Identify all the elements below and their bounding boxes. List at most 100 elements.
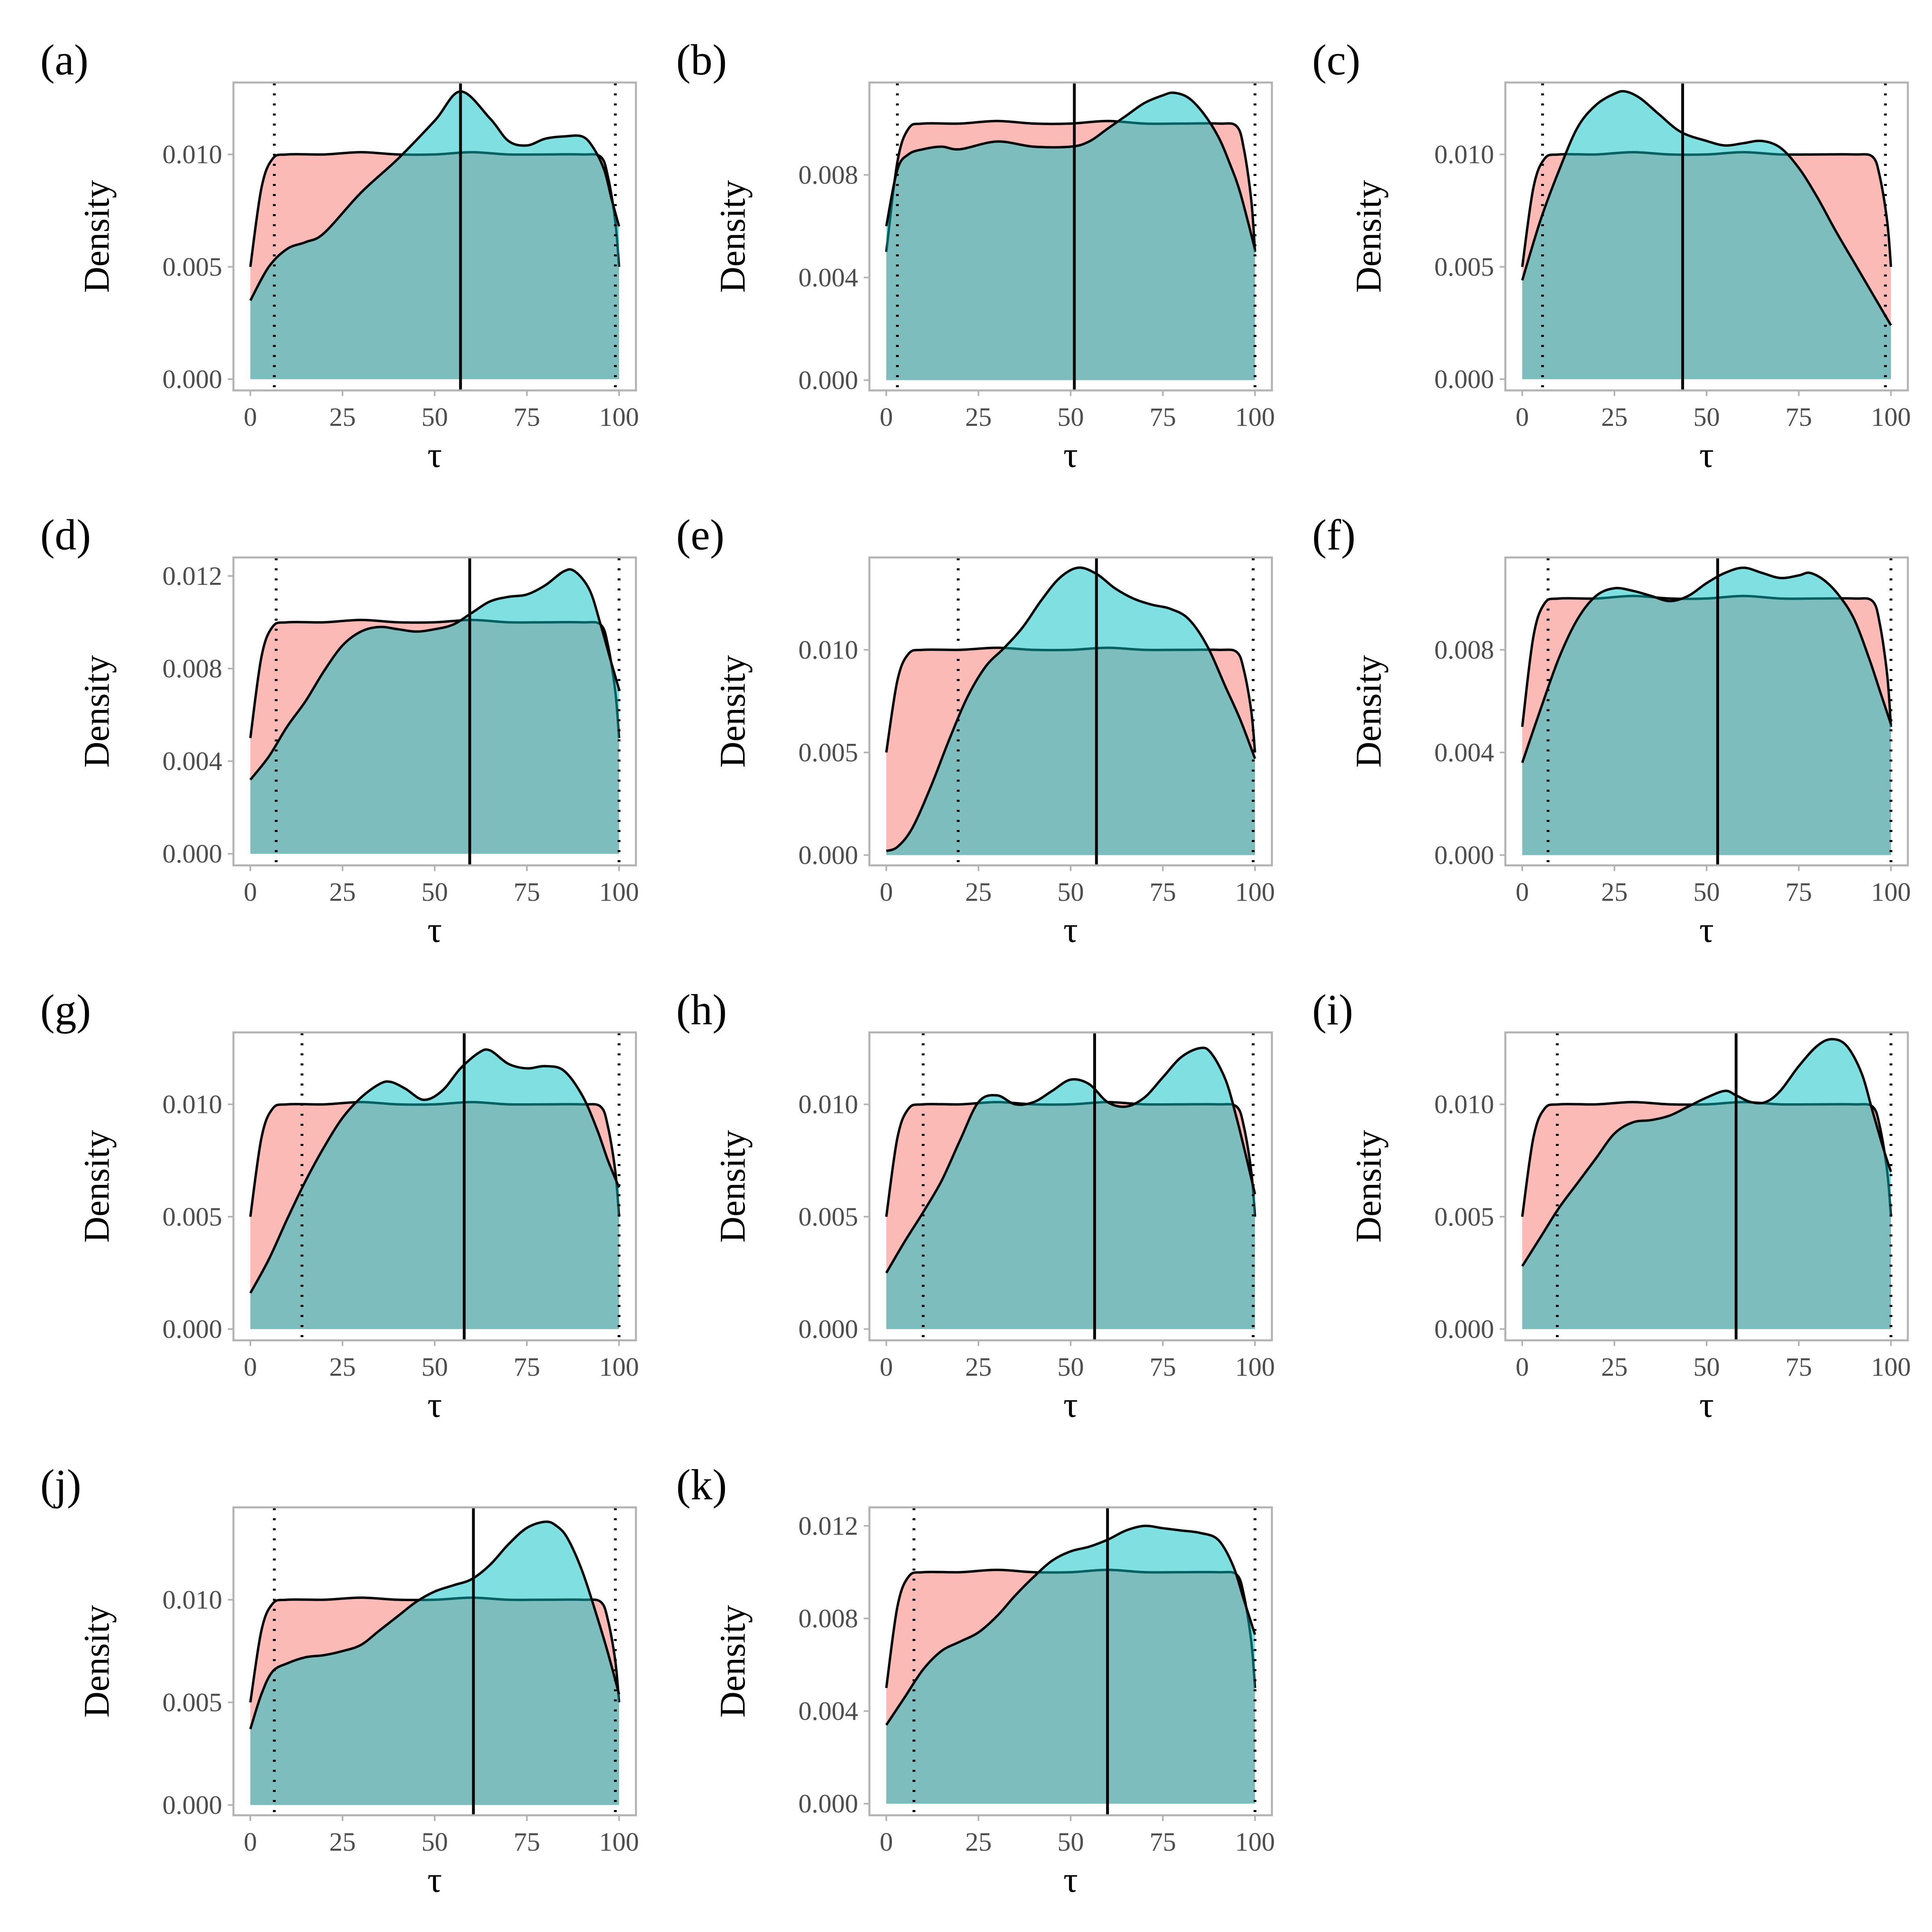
x-tick-label: 25 xyxy=(329,1352,356,1382)
y-tick-label: 0.005 xyxy=(1435,1202,1494,1232)
x-tick-label: 50 xyxy=(421,1352,448,1382)
x-axis-title: τ xyxy=(427,910,442,950)
y-tick-label: 0.005 xyxy=(163,252,223,282)
prior-density-line xyxy=(885,120,1256,252)
y-tick-label: 0.005 xyxy=(1435,252,1494,282)
posterior-density-area xyxy=(1522,91,1891,380)
x-tick-label: 25 xyxy=(329,877,356,907)
x-tick-label: 50 xyxy=(1693,877,1720,907)
y-tick-label: 0.005 xyxy=(799,1202,859,1232)
panel-i: (i) 0 25 50 75 100 0.000 0.005 0.010 τ Density xyxy=(1312,986,1911,1425)
y-axis-title: Density xyxy=(77,655,117,768)
x-tick-label: 100 xyxy=(1235,1352,1275,1382)
y-tick-label: 0.005 xyxy=(163,1688,223,1717)
x-tick-label: 0 xyxy=(244,402,257,432)
y-tick-label: 0.004 xyxy=(799,263,859,293)
posterior-density-line xyxy=(249,90,620,301)
panel-b: (b) 0 25 50 75 100 0.000 0.004 0.008 τ Density xyxy=(676,36,1275,475)
x-tick-label: 0 xyxy=(244,1827,257,1857)
x-tick-label: 50 xyxy=(1057,1827,1084,1857)
x-tick-label: 0 xyxy=(244,1352,257,1382)
y-tick-label: 0.000 xyxy=(1435,841,1494,870)
y-tick-label: 0.010 xyxy=(799,636,859,665)
posterior-density-line xyxy=(885,91,1256,250)
posterior-density-line xyxy=(886,566,1256,852)
x-tick-label: 0 xyxy=(880,877,893,907)
x-tick-label: 100 xyxy=(1235,402,1275,432)
x-tick-label: 0 xyxy=(244,877,257,907)
x-axis-title: τ xyxy=(1699,435,1714,475)
x-axis-title: τ xyxy=(1063,1860,1078,1900)
y-tick-label: 0.004 xyxy=(799,1697,859,1726)
y-tick-label: 0.000 xyxy=(799,841,859,870)
x-tick-label: 25 xyxy=(1601,402,1628,432)
x-tick-label: 50 xyxy=(1057,877,1084,907)
x-tick-label: 75 xyxy=(514,877,540,907)
panel-h: (h) 0 25 50 75 100 0.000 0.005 0.010 τ Density xyxy=(676,986,1275,1425)
posterior-density-line xyxy=(249,1520,620,1730)
panel-f: (f) 0 25 50 75 100 0.000 0.004 0.008 τ Density xyxy=(1312,511,1911,950)
posterior-density-area xyxy=(886,1525,1255,1804)
y-axis-title: Density xyxy=(713,180,753,293)
x-tick-label: 25 xyxy=(1601,877,1628,907)
panel-label: (a) xyxy=(40,36,89,84)
x-tick-label: 100 xyxy=(1871,402,1911,432)
y-tick-label: 0.000 xyxy=(163,1315,223,1344)
x-tick-label: 100 xyxy=(599,877,639,907)
x-axis-title: τ xyxy=(1699,910,1714,950)
y-tick-label: 0.010 xyxy=(163,1585,223,1615)
y-axis-title: Density xyxy=(713,1130,753,1243)
panel-j: (j) 0 25 50 75 100 0.000 0.005 0.010 τ Density xyxy=(40,1461,639,1900)
x-tick-label: 100 xyxy=(1871,1352,1911,1382)
y-tick-label: 0.005 xyxy=(799,738,859,768)
x-tick-label: 25 xyxy=(965,402,992,432)
x-tick-label: 25 xyxy=(1601,1352,1628,1382)
x-tick-label: 25 xyxy=(965,1827,992,1857)
x-tick-label: 100 xyxy=(1235,1827,1275,1857)
y-tick-label: 0.004 xyxy=(1435,738,1494,768)
x-tick-label: 75 xyxy=(1785,877,1812,907)
posterior-density-area xyxy=(250,1521,619,1805)
y-tick-label: 0.010 xyxy=(163,1090,223,1119)
y-tick-label: 0.010 xyxy=(1435,1090,1494,1119)
panel-label: (b) xyxy=(676,36,727,84)
y-tick-label: 0.008 xyxy=(1435,636,1494,665)
y-tick-label: 0.012 xyxy=(799,1511,859,1541)
y-tick-label: 0.004 xyxy=(163,747,223,776)
panel-label: (c) xyxy=(1312,36,1360,84)
x-tick-label: 50 xyxy=(421,877,448,907)
x-tick-label: 0 xyxy=(880,1827,893,1857)
y-tick-label: 0.000 xyxy=(163,839,223,869)
y-axis-title: Density xyxy=(77,1130,117,1243)
posterior-density-area xyxy=(1522,1039,1891,1329)
panel-label: (i) xyxy=(1312,986,1353,1034)
y-tick-label: 0.008 xyxy=(163,654,223,683)
x-tick-label: 50 xyxy=(421,402,448,432)
y-axis-title: Density xyxy=(77,1605,117,1718)
x-tick-label: 75 xyxy=(1150,402,1176,432)
x-axis-title: τ xyxy=(1063,1385,1078,1425)
x-tick-label: 100 xyxy=(599,402,639,432)
y-tick-label: 0.000 xyxy=(1435,365,1494,394)
x-tick-label: 75 xyxy=(514,402,540,432)
panel-k: (k) 0 25 50 75 100 0.000 0.004 0.008 0.012 τ Densit… xyxy=(676,1461,1275,1900)
panel-label: (g) xyxy=(40,986,91,1034)
x-tick-label: 0 xyxy=(880,1352,893,1382)
panel-e: (e) 0 25 50 75 100 0.000 0.005 0.010 τ Density xyxy=(676,511,1275,950)
y-tick-label: 0.005 xyxy=(163,1202,223,1232)
y-tick-label: 0.000 xyxy=(163,1791,223,1820)
x-axis-title: τ xyxy=(427,1860,442,1900)
y-axis-title: Density xyxy=(713,655,753,768)
panel-c: (c) 0 25 50 75 100 0.000 0.005 0.010 τ Density xyxy=(1312,36,1911,475)
x-tick-label: 100 xyxy=(1235,877,1275,907)
panel-label: (k) xyxy=(676,1461,727,1509)
x-tick-label: 100 xyxy=(599,1352,639,1382)
x-tick-label: 0 xyxy=(880,402,893,432)
x-tick-label: 50 xyxy=(1693,1352,1720,1382)
panel-g: (g) 0 25 50 75 100 0.000 0.005 0.010 τ Density xyxy=(40,986,639,1425)
posterior-density-line xyxy=(1521,566,1892,763)
x-axis-title: τ xyxy=(1699,1385,1714,1425)
y-tick-label: 0.010 xyxy=(1435,140,1494,169)
y-tick-label: 0.010 xyxy=(799,1090,859,1119)
